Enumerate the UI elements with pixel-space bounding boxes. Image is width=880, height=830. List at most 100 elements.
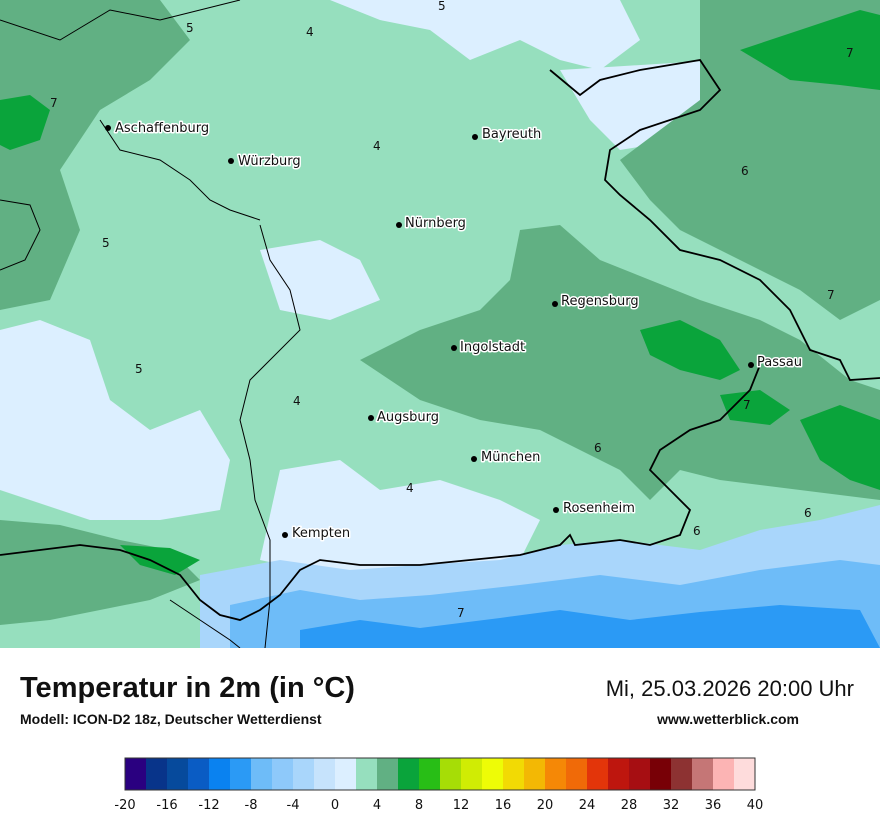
legend-swatch bbox=[377, 758, 399, 790]
model-info: Modell: ICON-D2 18z, Deutscher Wetterdie… bbox=[20, 711, 322, 727]
legend-tick-label: 32 bbox=[663, 798, 680, 813]
city-label: Aschaffenburg bbox=[115, 121, 209, 136]
legend-tick-label: 12 bbox=[453, 798, 470, 813]
legend-swatch bbox=[146, 758, 168, 790]
legend-swatch bbox=[692, 758, 714, 790]
legend-tick-label: -4 bbox=[287, 798, 300, 813]
legend-swatch bbox=[461, 758, 483, 790]
city-label: Passau bbox=[757, 355, 802, 370]
city-passau[interactable]: Passau bbox=[748, 354, 803, 372]
city-marker bbox=[282, 532, 288, 538]
city-marker bbox=[471, 456, 477, 462]
legend-swatch bbox=[272, 758, 294, 790]
isoline-label: 5 bbox=[102, 236, 110, 250]
legend-swatch bbox=[713, 758, 735, 790]
legend-swatch bbox=[608, 758, 630, 790]
legend-swatch bbox=[356, 758, 378, 790]
city-marker bbox=[228, 158, 234, 164]
legend-swatch bbox=[230, 758, 252, 790]
city-marker bbox=[552, 301, 558, 307]
mild-area-northwest bbox=[0, 0, 190, 310]
city-label: Augsburg bbox=[377, 410, 439, 425]
city-kempten[interactable]: Kempten bbox=[282, 525, 352, 543]
isoline-labels: 5 4 7 4 5 6 5 7 5 4 6 7 4 6 6 6 7 7 bbox=[50, 0, 854, 620]
legend-tick-label: -16 bbox=[156, 798, 177, 813]
legend-swatch bbox=[167, 758, 189, 790]
map-title: Temperatur in 2m (in °C) bbox=[20, 672, 355, 704]
state-border bbox=[0, 0, 301, 648]
isoline-label: 7 bbox=[846, 46, 854, 60]
city-label: München bbox=[481, 450, 540, 465]
legend-tick-label: 16 bbox=[495, 798, 512, 813]
forecast-datetime: Mi, 25.03.2026 20:00 Uhr bbox=[605, 676, 854, 701]
legend-swatch bbox=[587, 758, 609, 790]
legend-swatch bbox=[629, 758, 651, 790]
city-bayreuth[interactable]: Bayreuth bbox=[472, 126, 543, 144]
isoline-label: 4 bbox=[406, 481, 414, 495]
cold-area-center bbox=[260, 240, 380, 320]
cold-area-southwest bbox=[260, 460, 540, 575]
city-ingolstadt[interactable]: Ingolstadt bbox=[451, 339, 527, 357]
isoline-label: 4 bbox=[373, 139, 381, 153]
legend-swatches bbox=[125, 758, 756, 790]
legend-swatch bbox=[251, 758, 273, 790]
isoline-label: 7 bbox=[457, 606, 465, 620]
legend-swatch bbox=[650, 758, 672, 790]
legend-tick-label: 24 bbox=[579, 798, 596, 813]
isoline-label: 7 bbox=[743, 398, 751, 412]
warm-area-east bbox=[800, 405, 880, 490]
city-label: Rosenheim bbox=[563, 501, 635, 516]
isoline-label: 6 bbox=[741, 164, 749, 178]
website-link[interactable]: www.wetterblick.com bbox=[657, 711, 799, 727]
legend-tick-label: 20 bbox=[537, 798, 554, 813]
isoline-label: 5 bbox=[186, 21, 194, 35]
legend-swatch bbox=[398, 758, 420, 790]
legend-swatch bbox=[734, 758, 756, 790]
mild-area-southwest bbox=[0, 520, 200, 625]
warm-area-northeast bbox=[740, 10, 880, 90]
city-aschaffenburg[interactable]: Aschaffenburg bbox=[105, 120, 211, 138]
cold-area-north bbox=[330, 0, 640, 70]
legend-swatch bbox=[125, 758, 147, 790]
city-muenchen[interactable]: München bbox=[471, 449, 542, 467]
city-nuernberg[interactable]: Nürnberg bbox=[396, 215, 467, 233]
city-marker bbox=[396, 222, 402, 228]
city-rosenheim[interactable]: Rosenheim bbox=[553, 500, 636, 518]
city-wuerzburg[interactable]: Würzburg bbox=[228, 153, 302, 171]
legend-tick-label: 36 bbox=[705, 798, 722, 813]
alps-coldest bbox=[300, 605, 880, 648]
legend-swatch bbox=[209, 758, 231, 790]
isoline-label: 6 bbox=[580, 294, 588, 308]
city-augsburg[interactable]: Augsburg bbox=[368, 409, 441, 427]
legend-swatch bbox=[419, 758, 441, 790]
city-label: Ingolstadt bbox=[460, 340, 525, 355]
legend-tick-label: 4 bbox=[373, 798, 381, 813]
city-regensburg[interactable]: Regensburg bbox=[552, 293, 640, 311]
legend-frame bbox=[124, 757, 756, 791]
isoline-label: 7 bbox=[827, 288, 835, 302]
isoline-label: 6 bbox=[594, 441, 602, 455]
legend-swatch bbox=[335, 758, 357, 790]
mild-area-center bbox=[360, 225, 880, 500]
city-label: Regensburg bbox=[561, 294, 639, 309]
legend-tick-label: 40 bbox=[747, 798, 764, 813]
country-border bbox=[0, 59, 880, 621]
legend-swatch bbox=[293, 758, 315, 790]
city-label: Kempten bbox=[292, 526, 350, 541]
isoline-label: 6 bbox=[693, 524, 701, 538]
isoline-label: 4 bbox=[306, 25, 314, 39]
isoline-label: 6 bbox=[804, 506, 812, 520]
city-marker bbox=[748, 362, 754, 368]
isoline-label: 5 bbox=[438, 0, 446, 13]
city-marker bbox=[472, 134, 478, 140]
legend-swatch bbox=[188, 758, 210, 790]
footer: Temperatur in 2m (in °C) Modell: ICON-D2… bbox=[0, 648, 880, 830]
temperature-map[interactable]: 5 4 7 4 5 6 5 7 5 4 6 7 4 6 6 6 7 7 Asch… bbox=[0, 0, 880, 648]
warm-area-passau bbox=[640, 320, 740, 380]
warm-area-northwest bbox=[0, 95, 50, 150]
legend-tick-label: 8 bbox=[415, 798, 423, 813]
legend-tick-label: 28 bbox=[621, 798, 638, 813]
city-label: Würzburg bbox=[238, 154, 301, 169]
city-marker bbox=[105, 125, 111, 131]
isoline-label: 5 bbox=[135, 362, 143, 376]
